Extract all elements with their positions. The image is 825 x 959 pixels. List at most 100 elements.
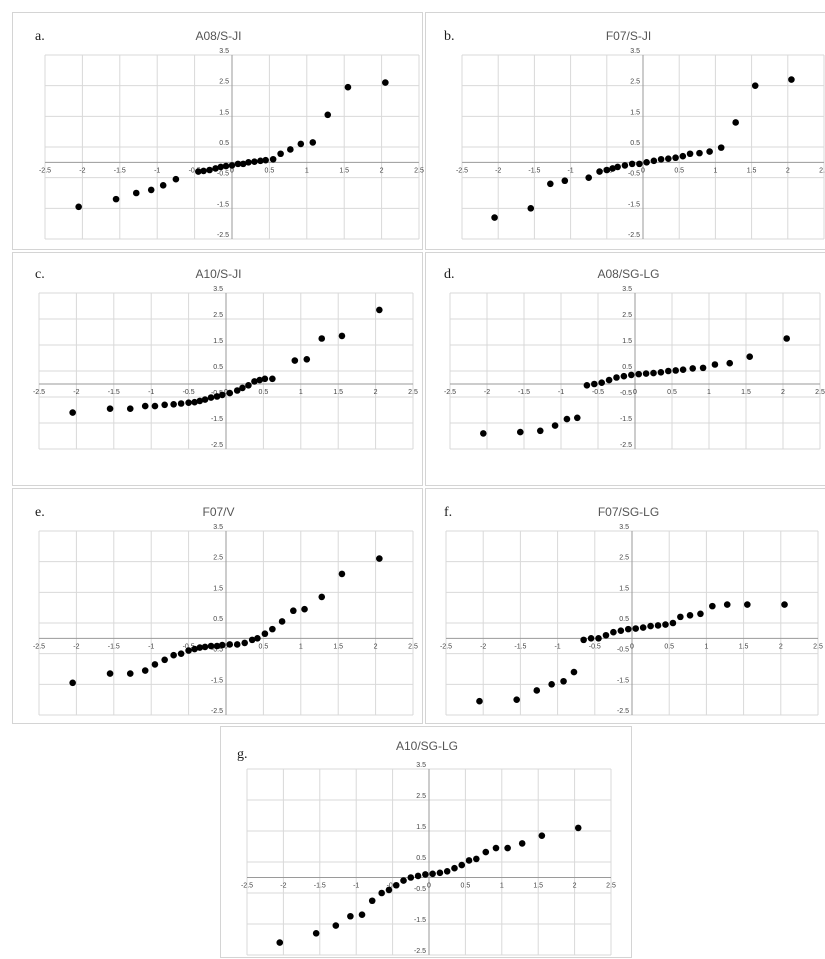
chart-panel-g: g. A10/SG-LG -2.5 -2 -1.5 -1 -0.5 0 0.5 1 1.5 2 2.… — [220, 726, 632, 958]
data-point — [602, 631, 610, 639]
data-point — [697, 610, 704, 618]
data-point — [647, 622, 654, 630]
data-point — [112, 195, 120, 203]
x-tick-label: 2.5 — [606, 883, 616, 890]
y-tick-label: 0.5 — [416, 855, 426, 862]
data-point — [106, 670, 114, 677]
data-point — [723, 601, 731, 608]
data-point — [536, 427, 544, 435]
data-point — [436, 869, 444, 877]
x-tick-label: -2 — [73, 643, 79, 650]
y-tick-label: 1.5 — [213, 338, 223, 345]
data-point — [234, 160, 242, 168]
x-tick-label: -1 — [558, 389, 564, 396]
x-tick-label: -1.5 — [114, 167, 126, 174]
x-tick-label: 1.5 — [339, 167, 349, 174]
data-point — [650, 157, 658, 165]
data-point — [610, 628, 617, 636]
data-point — [226, 389, 234, 397]
data-point — [75, 203, 82, 211]
data-point — [628, 371, 635, 379]
data-point — [217, 163, 225, 171]
y-tick-label: -2.5 — [617, 708, 629, 715]
data-point — [788, 76, 795, 83]
data-point — [212, 165, 219, 172]
x-tick-label: 2 — [786, 167, 790, 174]
panel-letter: d. — [444, 267, 455, 282]
data-point — [587, 635, 595, 642]
data-point — [385, 886, 393, 894]
x-tick-label: 2 — [374, 389, 378, 396]
x-tick-label: -2.5 — [456, 167, 468, 174]
data-point — [400, 877, 407, 884]
y-tick-label: 1.5 — [622, 338, 632, 345]
data-point — [141, 402, 149, 410]
data-point — [621, 162, 629, 169]
chart-title: A08/SG-LG — [597, 267, 660, 281]
chart-title: A10/S-JI — [195, 267, 242, 281]
x-tick-label: 0 — [224, 643, 228, 650]
y-tick-label: -0.5 — [617, 647, 629, 654]
x-tick-label: -0.5 — [387, 883, 399, 890]
y-tick-label: -0.5 — [628, 171, 640, 178]
data-point — [287, 146, 294, 153]
x-tick-label: -1.5 — [108, 643, 120, 650]
y-tick-label: 3.5 — [213, 524, 223, 531]
x-tick-label: -0.5 — [189, 167, 201, 174]
data-point — [620, 372, 628, 380]
scatter-plot: -2.5-2-1.5-1-0.500.511.522.53.52.51.50.5… — [456, 48, 825, 240]
x-tick-label: -0.5 — [183, 389, 195, 396]
data-point — [248, 636, 256, 644]
panel-letter: a. — [35, 29, 45, 44]
x-tick-label: 2.5 — [408, 389, 418, 396]
data-point — [254, 635, 261, 642]
data-point — [126, 405, 134, 412]
data-point — [624, 625, 632, 633]
data-point — [201, 396, 209, 403]
y-tick-label: 0.5 — [630, 140, 640, 147]
data-point — [669, 619, 677, 627]
y-tick-label: 1.5 — [219, 109, 229, 116]
y-tick-label: 2.5 — [622, 312, 632, 319]
x-tick-label: 0 — [641, 167, 645, 174]
data-point — [291, 357, 299, 364]
panel-letter: f. — [444, 505, 453, 520]
data-point — [473, 855, 480, 863]
data-point — [177, 650, 185, 657]
data-point — [222, 162, 230, 170]
y-tick-label: 1.5 — [213, 585, 223, 592]
y-tick-label: -1.5 — [414, 917, 426, 924]
data-point — [492, 844, 500, 852]
x-tick-label: 1.5 — [333, 389, 343, 396]
data-point — [245, 159, 252, 166]
data-point — [338, 570, 346, 578]
chart-panel-e: e. F07/V -2.5 -2 -1.5 -1 -0.5 0 0.5 1 1.5 2 2.5 3.5… — [12, 488, 423, 724]
y-tick-label: -1.5 — [628, 201, 640, 208]
data-point — [414, 872, 422, 880]
data-point — [261, 375, 269, 383]
x-tick-label: 1.5 — [533, 883, 543, 890]
data-point — [344, 83, 352, 91]
data-point — [69, 679, 76, 687]
data-point — [726, 359, 734, 367]
x-tick-label: -1 — [154, 167, 160, 174]
x-tick-label: 2.5 — [815, 389, 825, 396]
data-point — [563, 415, 571, 423]
x-tick-label: -1.5 — [314, 883, 326, 890]
data-point — [276, 939, 284, 946]
data-point — [218, 391, 226, 399]
data-point — [239, 160, 247, 168]
y-tick-label: -2.5 — [620, 442, 632, 449]
x-tick-label: 0.5 — [667, 389, 677, 396]
data-point — [711, 361, 719, 368]
data-point — [392, 881, 400, 889]
data-point — [614, 163, 621, 171]
x-tick-label: -2 — [280, 883, 286, 890]
x-tick-label: 0 — [633, 389, 637, 396]
data-point — [642, 370, 650, 377]
y-tick-label: -1.5 — [620, 416, 632, 423]
x-tick-label: 0.5 — [674, 167, 684, 174]
